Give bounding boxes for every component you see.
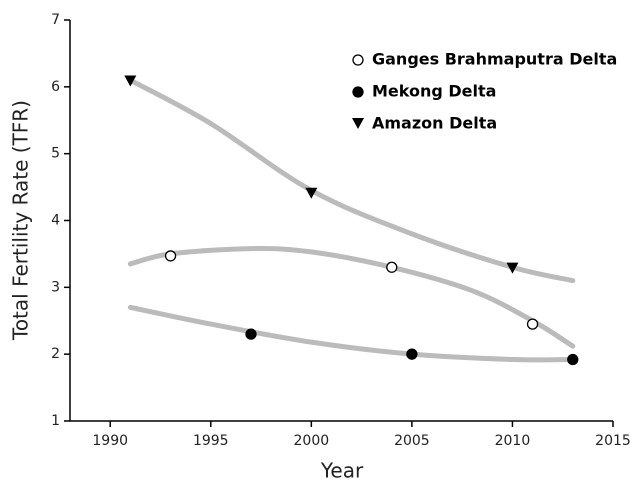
data-point [506,262,519,274]
legend-marker [352,118,364,129]
data-point [245,328,257,340]
trend-line [127,245,576,349]
x-tick-label: 2005 [394,433,430,449]
y-tick-label: 5 [51,146,60,162]
data-point [406,348,418,360]
data-point [305,187,318,199]
legend-marker [352,54,364,66]
y-tick-label: 4 [51,213,60,229]
x-tick-label: 1995 [193,433,229,449]
data-point [526,318,539,330]
legend-label: Mekong Delta [372,82,496,101]
data-point [567,353,579,366]
trend-line [127,304,576,363]
x-tick-label: 2000 [294,433,330,449]
data-point [164,250,177,262]
legend-label: Ganges Brahmaputra Delta [372,50,617,69]
x-tick-label: 1990 [92,433,128,449]
x-tick-label: 2010 [495,433,531,449]
data-point [386,261,398,273]
legend-label: Amazon Delta [372,114,497,133]
y-tick-label: 2 [51,346,60,362]
x-axis-label: Year [320,459,364,483]
y-axis-label: Total Fertility Rate (TFR) [9,100,33,341]
y-tick-label: 6 [51,79,60,95]
data-point [124,75,137,87]
legend-marker [352,86,364,98]
y-tick-label: 3 [51,279,60,295]
y-tick-label: 1 [51,413,60,429]
x-tick-label: 2015 [595,433,631,449]
y-tick-label: 7 [51,12,60,28]
